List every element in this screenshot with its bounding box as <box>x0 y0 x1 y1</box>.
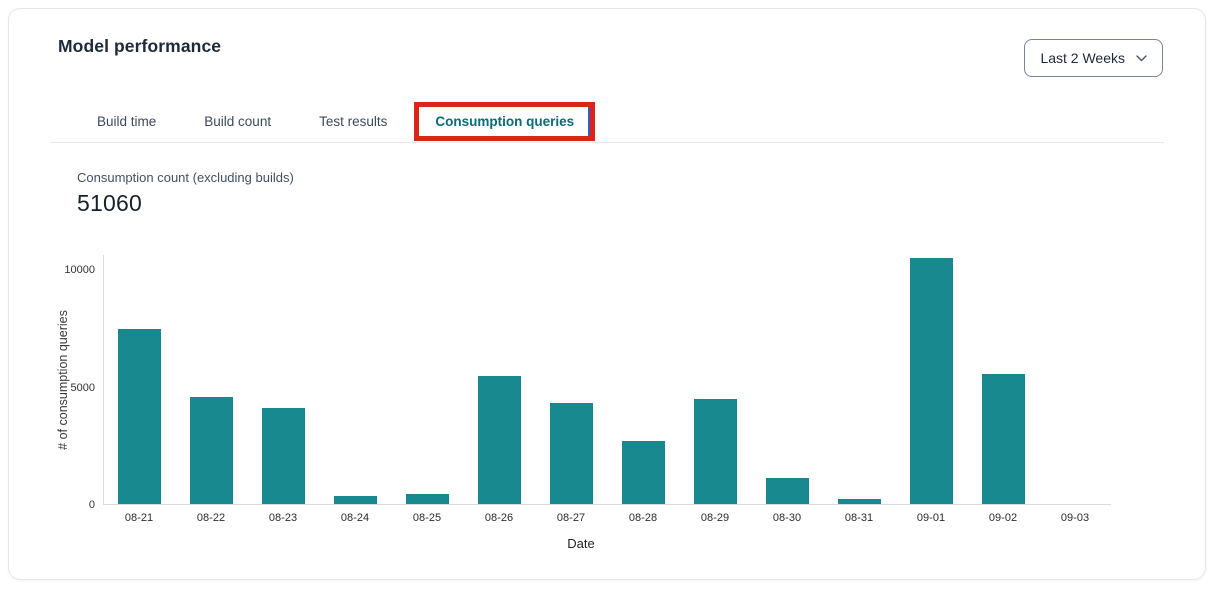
bar[interactable] <box>837 499 881 504</box>
x-tick-label: 09-02 <box>988 512 1018 524</box>
bar[interactable] <box>118 328 162 504</box>
bar[interactable] <box>478 375 522 504</box>
metric-label: Consumption count (excluding builds) <box>77 170 294 185</box>
bar-slot <box>967 255 1039 504</box>
x-tick-label: 08-21 <box>124 512 154 524</box>
x-tick-label: 08-22 <box>196 512 226 524</box>
x-tick-label: 08-30 <box>772 512 802 524</box>
page-title: Model performance <box>58 36 222 56</box>
x-tick-label: 08-28 <box>628 512 658 524</box>
bar-slot <box>823 255 895 504</box>
bar-slot <box>536 255 608 504</box>
bar-slot <box>895 255 967 504</box>
tab-bar: Build time Build count Test results Cons… <box>9 101 1205 142</box>
bar[interactable] <box>549 402 593 504</box>
red-annotation-box: Consumption queries <box>414 102 596 141</box>
date-range-select[interactable]: Last 2 Weeks <box>1024 39 1163 77</box>
bar[interactable] <box>909 258 953 504</box>
tab-build-count[interactable]: Build count <box>204 114 272 129</box>
x-axis-ticks: 08-21 08-22 08-23 08-24 08-25 08-26 08-27 08-28… <box>103 512 1111 524</box>
bar[interactable] <box>693 399 737 504</box>
model-performance-card: Model performance Last 2 Weeks Build tim… <box>8 8 1206 580</box>
x-tick-label: 08-24 <box>340 512 370 524</box>
y-tick-label: 5000 <box>70 381 95 394</box>
bar-slot <box>1039 255 1111 504</box>
chevron-down-icon <box>1136 54 1147 62</box>
consumption-queries-chart: # of consumption queries 0 5000 10000 08-2… <box>9 255 1205 555</box>
bar[interactable] <box>621 440 665 504</box>
blue-edge-line <box>588 107 591 136</box>
bar-slot <box>176 255 248 504</box>
x-axis-title: Date <box>567 536 595 551</box>
plot-area <box>103 255 1111 505</box>
x-tick-label: 08-26 <box>484 512 514 524</box>
bar[interactable] <box>262 407 306 504</box>
y-tick-label: 0 <box>88 499 95 511</box>
bar[interactable] <box>406 493 450 504</box>
date-range-label: Last 2 Weeks <box>1040 50 1125 66</box>
bar-slot <box>320 255 392 504</box>
y-tick-label: 10000 <box>64 264 95 276</box>
bar[interactable] <box>981 373 1025 504</box>
x-tick-label: 08-29 <box>700 512 730 524</box>
bar[interactable] <box>765 478 809 504</box>
bar[interactable] <box>334 496 378 504</box>
tab-test-results[interactable]: Test results <box>319 114 388 129</box>
metric-block: Consumption count (excluding builds) 510… <box>77 170 1205 217</box>
tab-build-time[interactable]: Build time <box>97 114 157 129</box>
x-tick-label: 09-01 <box>916 512 946 524</box>
bar-slot <box>464 255 536 504</box>
bar-slot <box>392 255 464 504</box>
x-tick-label: 08-27 <box>556 512 586 524</box>
y-axis-ticks: 0 5000 10000 <box>9 255 95 511</box>
tab-consumption-queries[interactable]: Consumption queries <box>435 114 575 129</box>
bar-slot <box>607 255 679 504</box>
tabs-divider <box>50 142 1164 143</box>
bar-slot <box>104 255 176 504</box>
card-header: Model performance Last 2 Weeks <box>9 9 1205 77</box>
bar-slot <box>248 255 320 504</box>
bar-slot <box>751 255 823 504</box>
x-tick-label: 08-25 <box>412 512 442 524</box>
x-tick-label: 08-31 <box>844 512 874 524</box>
x-tick-label: 08-23 <box>268 512 298 524</box>
x-tick-label: 09-03 <box>1060 512 1090 524</box>
bar-slot <box>679 255 751 504</box>
bar[interactable] <box>190 397 234 504</box>
metric-value: 51060 <box>77 190 142 216</box>
